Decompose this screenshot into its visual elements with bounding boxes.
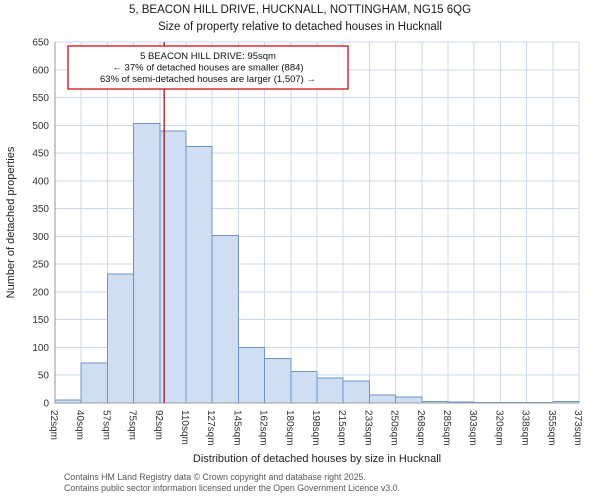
annotation-line: 5 BEACON HILL DRIVE: 95sqm xyxy=(140,51,276,62)
y-tick-label: 200 xyxy=(32,287,49,298)
x-tick-label: 268sqm xyxy=(415,410,426,446)
y-tick-label: 250 xyxy=(32,260,49,271)
axes xyxy=(54,42,579,404)
x-tick-label: 355sqm xyxy=(546,410,557,446)
y-tick-label: 150 xyxy=(32,315,49,326)
histogram-bar xyxy=(368,394,397,404)
histogram-bar xyxy=(133,123,161,404)
footer-attribution-line2: Contains public sector information licen… xyxy=(64,483,400,493)
x-tick-label: 198sqm xyxy=(310,410,321,446)
y-tick-labels: 0 50 100 150 200 250 300 350 400 450 500 550 600 650 xyxy=(32,38,49,410)
histogram-bar xyxy=(395,396,423,404)
y-tick-label: 0 xyxy=(43,399,49,410)
footer-attribution-line1: Contains HM Land Registry data © Crown c… xyxy=(64,472,366,482)
x-tick-label: 233sqm xyxy=(362,410,373,446)
y-tick-label: 300 xyxy=(32,232,49,243)
x-tick-label: 180sqm xyxy=(284,410,295,446)
y-tick-label: 100 xyxy=(32,343,49,354)
y-tick-label: 450 xyxy=(32,149,49,160)
x-tick-label: 57sqm xyxy=(100,410,111,440)
y-tick-label: 600 xyxy=(32,65,49,76)
x-tick-label: 40sqm xyxy=(74,410,85,440)
x-tick-label: 145sqm xyxy=(231,410,242,446)
annotation-box xyxy=(67,45,349,90)
y-tick-label: 50 xyxy=(38,371,50,382)
histogram-bar xyxy=(237,346,266,404)
x-tick-label: 92sqm xyxy=(153,410,164,440)
histogram-bar xyxy=(342,380,370,404)
x-tick-label: 162sqm xyxy=(258,410,269,446)
histogram-bar xyxy=(316,377,344,404)
x-tick-label: 215sqm xyxy=(336,410,347,446)
histogram-bar xyxy=(290,370,318,404)
x-tick-label: 127sqm xyxy=(205,410,216,446)
y-tick-label: 350 xyxy=(32,204,49,215)
histogram-bar xyxy=(80,362,108,404)
x-tick-label: 110sqm xyxy=(179,410,190,445)
x-tick-label: 250sqm xyxy=(389,410,400,446)
x-tick-label: 285sqm xyxy=(441,410,452,446)
histogram-bar xyxy=(211,234,239,404)
histogram-bar xyxy=(106,273,135,404)
x-tick-labels: 22sqm 40sqm 57sqm 75sqm 92sqm 110sqm 127sqm 145… xyxy=(48,410,583,446)
histogram-bar xyxy=(264,358,292,404)
x-tick-label: 303sqm xyxy=(467,410,478,446)
annotation-line: ← 37% of detached houses are smaller (88… xyxy=(112,63,303,74)
histogram-bar xyxy=(185,145,213,404)
x-tick-label: 320sqm xyxy=(493,410,504,446)
chart-title: 5, BEACON HILL DRIVE, HUCKNALL, NOTTINGH… xyxy=(128,4,472,16)
x-tick-label: 75sqm xyxy=(127,410,138,440)
chart-subtitle: Size of property relative to detached ho… xyxy=(158,21,442,33)
x-axis-label: Distribution of detached houses by size … xyxy=(193,453,441,465)
y-tick-label: 650 xyxy=(32,38,49,49)
y-axis-label: Number of detached properties xyxy=(5,146,17,298)
y-tick-label: 500 xyxy=(32,121,49,132)
annotation-line: 63% of semi-detached houses are larger (… xyxy=(100,74,316,85)
x-tick-label: 338sqm xyxy=(520,410,531,446)
x-tick-label: 22sqm xyxy=(48,410,59,440)
y-tick-label: 400 xyxy=(32,176,49,187)
x-tick-label: 373sqm xyxy=(572,410,583,446)
y-tick-label: 550 xyxy=(32,93,49,104)
